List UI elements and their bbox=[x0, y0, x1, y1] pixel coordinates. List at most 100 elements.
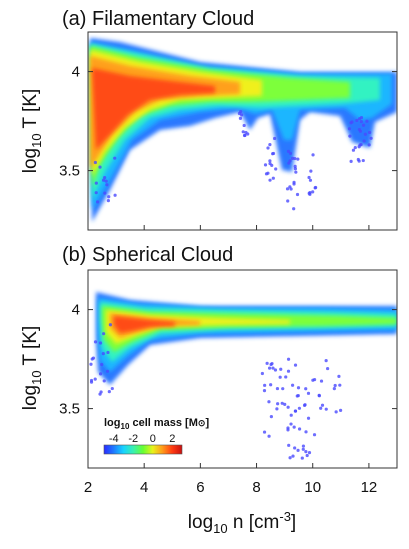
low-mass-point bbox=[324, 359, 328, 363]
low-mass-point bbox=[89, 378, 94, 383]
low-mass-point bbox=[283, 402, 287, 406]
panel-b-plot-area bbox=[89, 292, 397, 460]
ytick-label: 4 bbox=[72, 64, 80, 81]
low-mass-point bbox=[367, 143, 371, 147]
low-mass-point bbox=[288, 151, 293, 155]
low-mass-point bbox=[311, 190, 315, 194]
low-mass-point bbox=[300, 456, 304, 460]
low-mass-point bbox=[347, 127, 352, 131]
low-mass-point bbox=[302, 403, 307, 407]
low-mass-point bbox=[107, 195, 111, 199]
low-mass-point bbox=[95, 200, 100, 204]
low-mass-point bbox=[296, 448, 300, 452]
low-mass-point bbox=[268, 161, 272, 166]
low-mass-point bbox=[295, 394, 299, 398]
low-mass-point bbox=[260, 371, 264, 376]
low-mass-point bbox=[363, 132, 367, 136]
low-mass-point bbox=[359, 143, 363, 147]
low-mass-point bbox=[359, 120, 363, 124]
low-mass-point bbox=[242, 123, 246, 128]
low-mass-point bbox=[93, 377, 97, 381]
low-mass-point bbox=[350, 120, 354, 124]
low-mass-point bbox=[313, 186, 317, 190]
low-mass-point bbox=[362, 139, 366, 143]
low-mass-point bbox=[101, 352, 105, 356]
panel-a-low-mass-points bbox=[93, 110, 373, 211]
low-mass-point bbox=[273, 136, 277, 141]
colorbar-tick-label: -4 bbox=[109, 433, 119, 445]
low-mass-point bbox=[304, 387, 308, 391]
low-mass-point bbox=[309, 169, 313, 173]
panel-a-plot-area bbox=[90, 38, 397, 222]
low-mass-point bbox=[290, 156, 295, 160]
low-mass-point bbox=[103, 191, 107, 195]
low-mass-point bbox=[311, 378, 315, 382]
low-mass-point bbox=[307, 175, 311, 180]
low-mass-point bbox=[265, 361, 269, 365]
low-mass-point bbox=[286, 199, 290, 203]
low-mass-point bbox=[107, 390, 111, 394]
low-mass-point bbox=[353, 145, 357, 150]
panel-a: (a) Filamentary Cloud log10 T [K] 3.54 bbox=[20, 8, 398, 231]
low-mass-point bbox=[105, 369, 110, 373]
low-mass-point bbox=[286, 369, 291, 373]
low-mass-point bbox=[293, 156, 297, 161]
low-mass-point bbox=[284, 375, 288, 379]
low-mass-point bbox=[326, 366, 330, 371]
low-mass-point bbox=[286, 428, 290, 432]
colorbar-gradient bbox=[103, 444, 183, 455]
low-mass-point bbox=[244, 130, 248, 135]
colorbar-tick-label: 2 bbox=[169, 433, 175, 445]
low-mass-point bbox=[89, 362, 93, 366]
low-mass-point bbox=[276, 402, 280, 406]
low-mass-point bbox=[106, 350, 110, 355]
xtick-label: 4 bbox=[140, 479, 148, 496]
panel-b-ylabel: log10 T [K] bbox=[20, 326, 44, 411]
low-mass-point bbox=[113, 193, 117, 197]
low-mass-point bbox=[290, 383, 295, 387]
low-mass-point bbox=[338, 383, 342, 387]
panel-b-low-mass-points bbox=[89, 323, 343, 460]
low-mass-point bbox=[320, 403, 325, 407]
low-mass-point bbox=[289, 413, 293, 417]
low-mass-point bbox=[288, 159, 292, 163]
low-mass-point bbox=[319, 406, 323, 410]
low-mass-point bbox=[286, 357, 291, 361]
low-mass-point bbox=[308, 192, 312, 196]
low-mass-point bbox=[90, 357, 94, 361]
low-mass-point bbox=[305, 453, 309, 458]
low-mass-point bbox=[292, 425, 296, 429]
low-mass-point bbox=[297, 427, 302, 431]
low-mass-point bbox=[241, 130, 245, 134]
low-mass-point bbox=[297, 406, 302, 410]
panel-b-xticks: 2 4 6 8 10 12 bbox=[84, 463, 377, 496]
xtick-label: 8 bbox=[252, 479, 260, 496]
low-mass-point bbox=[361, 158, 365, 163]
low-mass-point bbox=[337, 374, 341, 378]
low-mass-point bbox=[268, 143, 272, 147]
low-mass-point bbox=[292, 207, 296, 211]
colorbar: log10 cell mass [M⊙] -4 -2 0 2 bbox=[103, 417, 209, 455]
low-mass-point bbox=[293, 409, 298, 413]
xtick-label: 6 bbox=[196, 479, 204, 496]
low-mass-point bbox=[281, 387, 285, 391]
low-mass-point bbox=[288, 456, 292, 460]
low-mass-point bbox=[292, 180, 296, 184]
ytick-label: 4 bbox=[72, 302, 80, 319]
low-mass-point bbox=[349, 159, 353, 164]
low-mass-point bbox=[101, 178, 106, 182]
low-mass-point bbox=[113, 156, 117, 160]
low-mass-point bbox=[105, 183, 109, 187]
low-mass-point bbox=[295, 192, 300, 197]
low-mass-point bbox=[293, 446, 297, 450]
low-mass-point bbox=[273, 368, 278, 372]
low-mass-point bbox=[268, 159, 272, 163]
ytick-label: 3.5 bbox=[59, 401, 80, 418]
low-mass-point bbox=[311, 153, 315, 157]
low-mass-point bbox=[271, 176, 275, 180]
low-mass-point bbox=[293, 363, 298, 367]
low-mass-point bbox=[266, 146, 270, 150]
low-mass-point bbox=[289, 422, 293, 426]
low-mass-point bbox=[368, 130, 372, 135]
panel-a-title: (a) Filamentary Cloud bbox=[62, 8, 254, 30]
